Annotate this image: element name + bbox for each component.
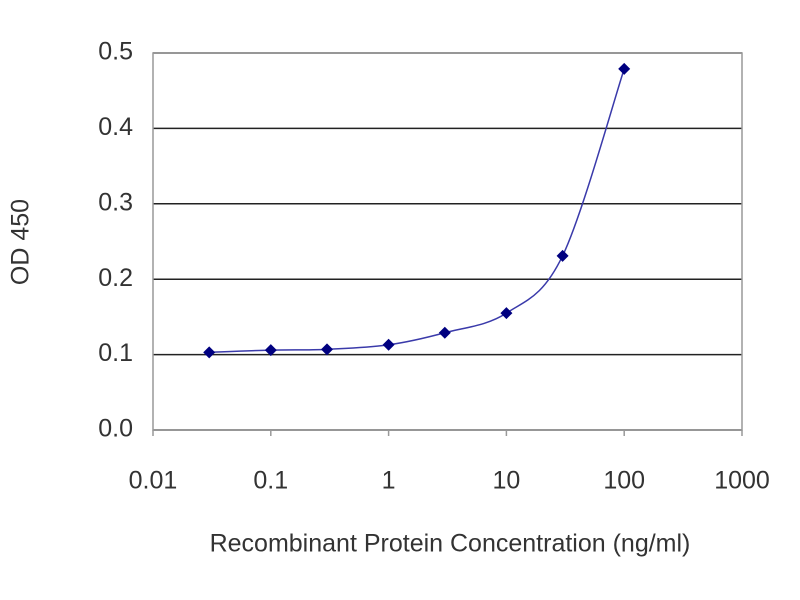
x-axis-label: Recombinant Protein Concentration (ng/ml…	[210, 530, 691, 558]
data-point	[203, 346, 216, 359]
series-line	[209, 68, 625, 354]
y-tick-label: 0.1	[98, 339, 133, 367]
x-tick-label: 100	[603, 467, 645, 495]
x-tick-label: 10	[492, 467, 520, 495]
y-axis-label: OD 450	[7, 199, 35, 285]
x-tick-label: 1	[382, 467, 396, 495]
y-tick-label: 0.3	[98, 188, 133, 216]
plot-frame	[152, 52, 743, 431]
x-tick-label: 0.01	[129, 467, 178, 495]
y-tick-label: 0.2	[98, 264, 133, 292]
data-point	[556, 249, 569, 262]
x-tick-label: 0.1	[253, 467, 288, 495]
data-point	[264, 344, 277, 357]
y-tick-label: 0.5	[98, 38, 133, 66]
data-point	[321, 343, 334, 356]
data-point	[438, 326, 451, 339]
y-tick-label: 0.0	[98, 415, 133, 443]
data-point	[500, 307, 513, 320]
data-point	[618, 62, 631, 75]
data-point	[382, 338, 395, 351]
y-tick-label: 0.4	[98, 113, 133, 141]
x-tick-label: 1000	[714, 467, 770, 495]
